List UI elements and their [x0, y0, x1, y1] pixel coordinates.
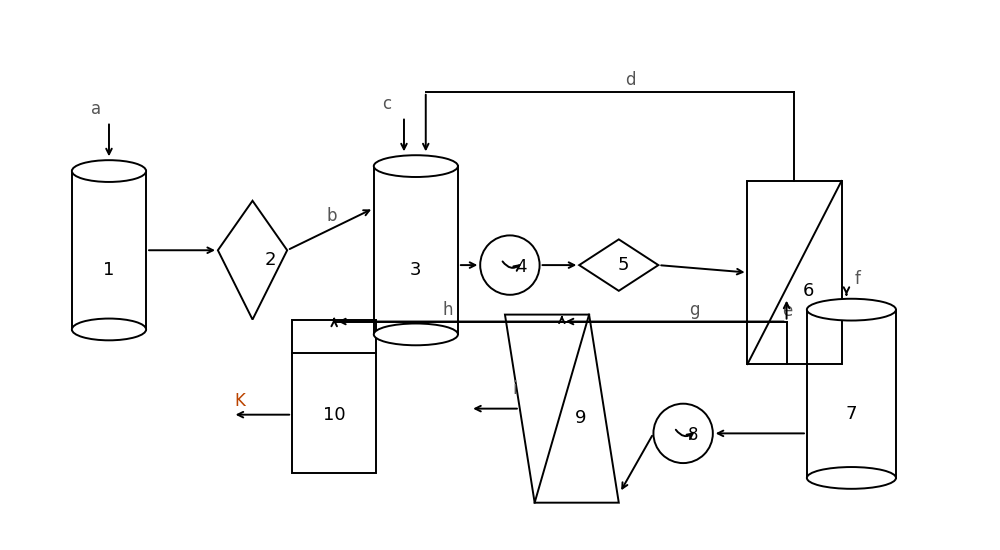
- Text: 8: 8: [688, 426, 698, 444]
- Circle shape: [480, 235, 540, 295]
- Text: c: c: [382, 95, 391, 113]
- Text: 3: 3: [410, 261, 422, 279]
- Ellipse shape: [807, 299, 896, 321]
- Text: 5: 5: [618, 256, 629, 274]
- Text: b: b: [327, 207, 337, 224]
- Text: h: h: [443, 301, 453, 318]
- Text: 10: 10: [323, 406, 346, 424]
- Text: 2: 2: [265, 251, 276, 269]
- Ellipse shape: [72, 160, 146, 182]
- Text: i: i: [513, 380, 517, 398]
- Text: 6: 6: [803, 282, 814, 300]
- Text: 7: 7: [846, 405, 857, 422]
- Text: g: g: [689, 301, 699, 318]
- Text: 1: 1: [103, 261, 115, 279]
- Text: 9: 9: [575, 409, 587, 427]
- Text: d: d: [625, 71, 635, 89]
- Text: K: K: [235, 392, 246, 410]
- Ellipse shape: [807, 467, 896, 489]
- Text: 4: 4: [517, 258, 527, 276]
- Ellipse shape: [374, 155, 458, 177]
- Text: f: f: [854, 270, 860, 288]
- Text: e: e: [782, 301, 792, 320]
- Circle shape: [653, 404, 713, 463]
- Ellipse shape: [72, 318, 146, 340]
- Ellipse shape: [374, 323, 458, 345]
- Text: a: a: [91, 100, 101, 118]
